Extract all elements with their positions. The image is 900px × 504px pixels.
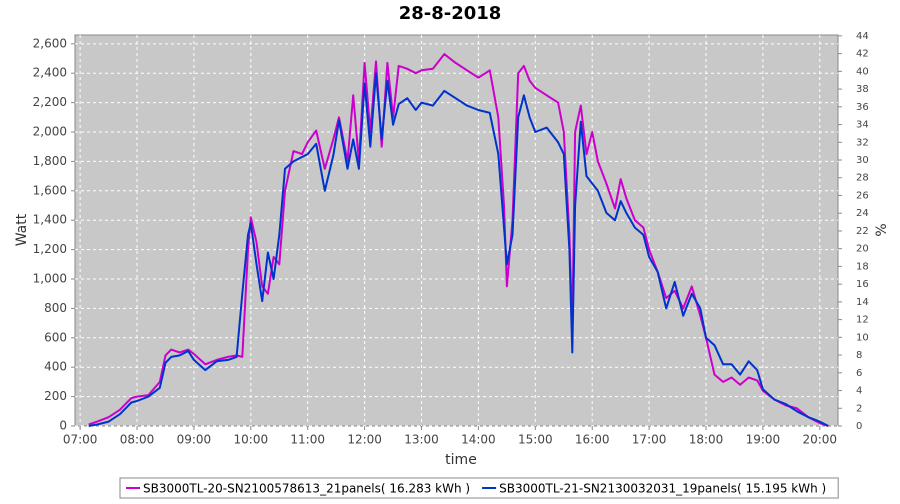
y-tick-label: 800 bbox=[44, 301, 67, 315]
y2-axis-label: % bbox=[874, 223, 890, 236]
y-tick-label: 400 bbox=[44, 360, 67, 374]
x-tick-label: 10:00 bbox=[234, 433, 269, 447]
y2-tick-label: 24 bbox=[856, 208, 869, 219]
x-tick-label: 09:00 bbox=[177, 433, 212, 447]
x-tick-label: 17:00 bbox=[632, 433, 667, 447]
legend: SB3000TL-20-SN2100578613_21panels( 16.28… bbox=[119, 477, 839, 499]
y2-tick-label: 38 bbox=[856, 84, 869, 95]
y2-tick-label: 42 bbox=[856, 49, 869, 60]
x-tick-label: 11:00 bbox=[290, 433, 325, 447]
x-tick-label: 08:00 bbox=[120, 433, 155, 447]
y-tick-label: 1,000 bbox=[33, 272, 67, 286]
y2-tick-label: 20 bbox=[856, 244, 869, 255]
x-tick-label: 12:00 bbox=[347, 433, 382, 447]
y-tick-label: 1,800 bbox=[33, 154, 67, 168]
x-tick-label: 18:00 bbox=[689, 433, 724, 447]
y2-tick-label: 40 bbox=[856, 66, 869, 77]
y2-tick-label: 10 bbox=[856, 332, 869, 343]
y2-tick-label: 12 bbox=[856, 315, 869, 326]
x-tick-label: 14:00 bbox=[461, 433, 496, 447]
y2-tick-label: 4 bbox=[856, 386, 862, 397]
y-tick-label: 2,200 bbox=[33, 95, 67, 109]
y2-tick-label: 2 bbox=[856, 403, 862, 414]
y2-tick-label: 0 bbox=[856, 421, 862, 432]
y2-tick-label: 26 bbox=[856, 190, 869, 201]
y-axis-label: Watt bbox=[14, 213, 30, 246]
legend-box bbox=[119, 477, 839, 499]
chart-title: 28-8-2018 bbox=[399, 3, 502, 24]
y-tick-label: 2,000 bbox=[33, 125, 67, 139]
y2-tick-label: 36 bbox=[856, 102, 869, 113]
y2-tick-label: 18 bbox=[856, 261, 869, 272]
y-tick-label: 1,600 bbox=[33, 183, 67, 197]
y-tick-label: 600 bbox=[44, 330, 67, 344]
y2-tick-label: 44 bbox=[856, 31, 869, 42]
x-tick-label: 13:00 bbox=[404, 433, 439, 447]
x-tick-label: 15:00 bbox=[518, 433, 553, 447]
series-line bbox=[88, 72, 829, 427]
y2-tick-label: 28 bbox=[856, 173, 869, 184]
y2-tick-label: 14 bbox=[856, 297, 869, 308]
y-tick-label: 1,400 bbox=[33, 213, 67, 227]
y2-tick-label: 8 bbox=[856, 350, 862, 361]
y-tick-label: 1,200 bbox=[33, 242, 67, 256]
y-tick-label: 2,600 bbox=[33, 36, 67, 50]
x-tick-label: 19:00 bbox=[746, 433, 781, 447]
legend-label: SB3000TL-20-SN2100578613_21panels( 16.28… bbox=[143, 482, 470, 496]
x-tick-label: 16:00 bbox=[575, 433, 610, 447]
y2-tick-label: 32 bbox=[856, 137, 869, 148]
y-tick-label: 200 bbox=[44, 389, 67, 403]
y2-tick-label: 30 bbox=[856, 155, 869, 166]
y2-tick-label: 6 bbox=[856, 368, 862, 379]
x-tick-label: 20:00 bbox=[802, 433, 837, 447]
y-tick-label: 2,400 bbox=[33, 66, 67, 80]
y2-tick-label: 34 bbox=[856, 120, 869, 131]
y-tick-label: 0 bbox=[59, 419, 67, 433]
x-tick-label: 07:00 bbox=[63, 433, 98, 447]
y2-tick-label: 16 bbox=[856, 279, 869, 290]
y2-tick-label: 22 bbox=[856, 226, 869, 237]
legend-label: SB3000TL-21-SN2130032031_19panels( 15.19… bbox=[499, 482, 826, 496]
x-axis-label: time bbox=[445, 452, 477, 468]
